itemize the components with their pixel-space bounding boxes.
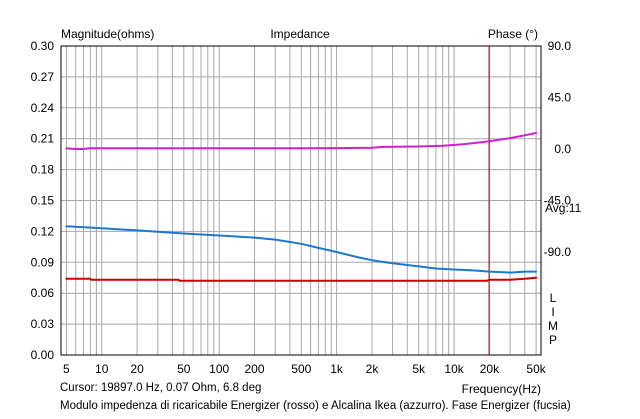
series-line-2 [65, 132, 538, 150]
chart-title: Impedance [270, 27, 330, 41]
series-line-0 [65, 276, 538, 282]
lim-letter: M [548, 319, 558, 333]
x-tick-label: 50 [177, 362, 191, 376]
y2-tick-label: -45.0 [544, 194, 572, 208]
x-tick-label: 50k [526, 362, 546, 376]
y-tick-label: 0.06 [31, 286, 55, 300]
y2-tick-label: 90.0 [548, 39, 572, 53]
y-tick-label: 0.03 [31, 317, 55, 331]
y2-tick-label: 45.0 [548, 91, 572, 105]
y-tick-label: 0.00 [31, 348, 55, 362]
y2-tick-label: 0.0 [554, 142, 571, 156]
y-tick-label: 0.21 [31, 132, 55, 146]
cursor-readout: Cursor: 19897.0 Hz, 0.07 Ohm, 6.8 deg [60, 382, 262, 394]
lim-letter: I [551, 305, 555, 319]
x-tick-label: 500 [291, 362, 311, 376]
y-tick-label: 0.27 [31, 70, 55, 84]
lim-p-letters: L I M P [546, 291, 560, 347]
x-tick-label: 200 [244, 362, 264, 376]
y2-tick-label: -90.0 [544, 245, 572, 259]
y-tick-label: 0.09 [31, 255, 55, 269]
y-tick-label: 0.24 [31, 101, 55, 115]
y-tick-label: 0.15 [31, 194, 55, 208]
y2-axis-label: Phase (°) [488, 27, 538, 41]
x-tick-label: 10 [95, 362, 109, 376]
avg-label: Avg:11 [545, 201, 582, 215]
x-tick-label: 5k [412, 362, 426, 376]
lim-letter: P [548, 333, 557, 347]
x-tick-label: 10k [444, 362, 464, 376]
y-axis-label: Magnitude(ohms) [61, 27, 154, 41]
y-tick-label: 0.30 [31, 39, 55, 53]
x-tick-label: 20k [480, 362, 500, 376]
x-tick-label: 2k [366, 362, 380, 376]
x-tick-label: 100 [209, 362, 229, 376]
y-tick-label: 0.18 [31, 163, 55, 177]
x-axis-label: Frequency(Hz) [462, 382, 541, 396]
x-tick-label: 5 [63, 362, 70, 376]
x-tick-label: 20 [130, 362, 144, 376]
plot-frame [60, 45, 542, 356]
x-tick-label: 1k [330, 362, 344, 376]
series-line-1 [65, 225, 538, 274]
chart-caption: Modulo impedenza di ricaricabile Energiz… [60, 400, 571, 412]
lim-letter: L [549, 291, 557, 305]
y-tick-label: 0.12 [31, 224, 55, 238]
